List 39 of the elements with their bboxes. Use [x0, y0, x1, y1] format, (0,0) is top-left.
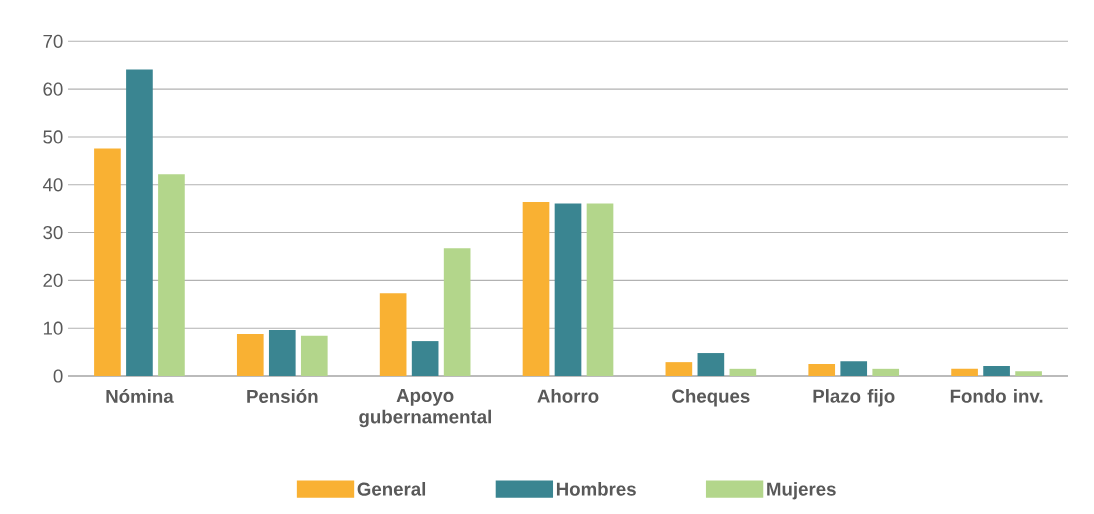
x-tick-label: Cheques — [672, 389, 750, 407]
bar — [158, 174, 185, 376]
bar — [1015, 371, 1042, 376]
bar — [983, 365, 1010, 376]
bar — [665, 362, 693, 376]
bar — [729, 368, 757, 376]
y-tick-label: 10 — [43, 321, 63, 335]
y-tick-label: 60 — [43, 82, 63, 96]
legend-label: Mujeres — [767, 482, 836, 500]
bar — [951, 368, 978, 376]
x-tick-label: Nómina — [106, 389, 174, 403]
x-tick-label: Pensión — [247, 389, 318, 403]
bar — [808, 364, 836, 376]
bar — [586, 203, 614, 376]
y-tick-label: 50 — [43, 130, 63, 144]
y-tick-label: 20 — [43, 273, 63, 287]
bar — [840, 361, 868, 376]
bar — [697, 353, 725, 376]
legend-label: Hombres — [556, 482, 636, 496]
bar — [443, 248, 471, 376]
bar — [379, 293, 407, 376]
bar — [522, 201, 550, 376]
bar — [872, 368, 900, 376]
x-tick-label: Apoyo gubernamental — [359, 389, 491, 428]
y-tick-label: 70 — [43, 34, 63, 48]
bar — [236, 333, 264, 376]
bar — [126, 69, 153, 376]
legend-label: General — [357, 482, 426, 496]
x-tick-label: Fondo inv. — [950, 389, 1043, 403]
y-tick-label: 40 — [42, 178, 63, 192]
x-tick-label: Plazo fijo — [813, 389, 895, 407]
x-tick-label: Ahorro — [537, 389, 599, 403]
bar — [554, 203, 582, 376]
bar — [300, 335, 328, 376]
bar — [268, 330, 296, 376]
y-tick-label: 30 — [43, 225, 63, 240]
y-tick-label: 0 — [53, 369, 63, 383]
bar — [94, 148, 121, 376]
bar — [411, 341, 439, 376]
